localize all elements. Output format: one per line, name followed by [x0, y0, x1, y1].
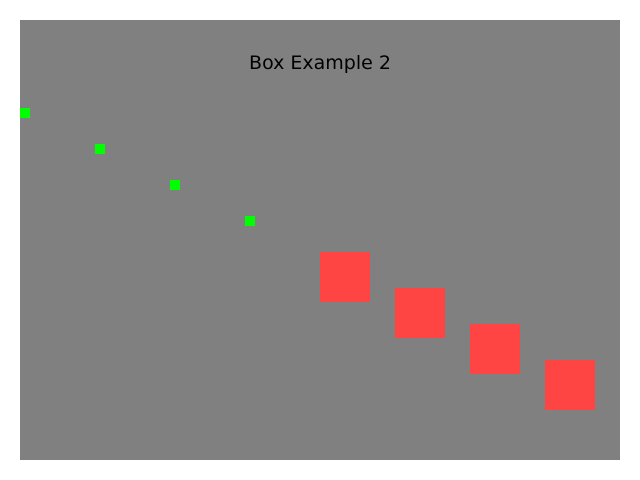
canvas-title: Box Example 2	[249, 52, 391, 74]
red-box	[545, 360, 595, 410]
red-box	[395, 288, 445, 338]
green-box	[20, 108, 30, 118]
plot-canvas	[20, 20, 620, 460]
green-box	[245, 216, 255, 226]
red-box	[470, 324, 520, 374]
red-box	[320, 252, 370, 302]
green-box	[95, 144, 105, 154]
green-box	[170, 180, 180, 190]
